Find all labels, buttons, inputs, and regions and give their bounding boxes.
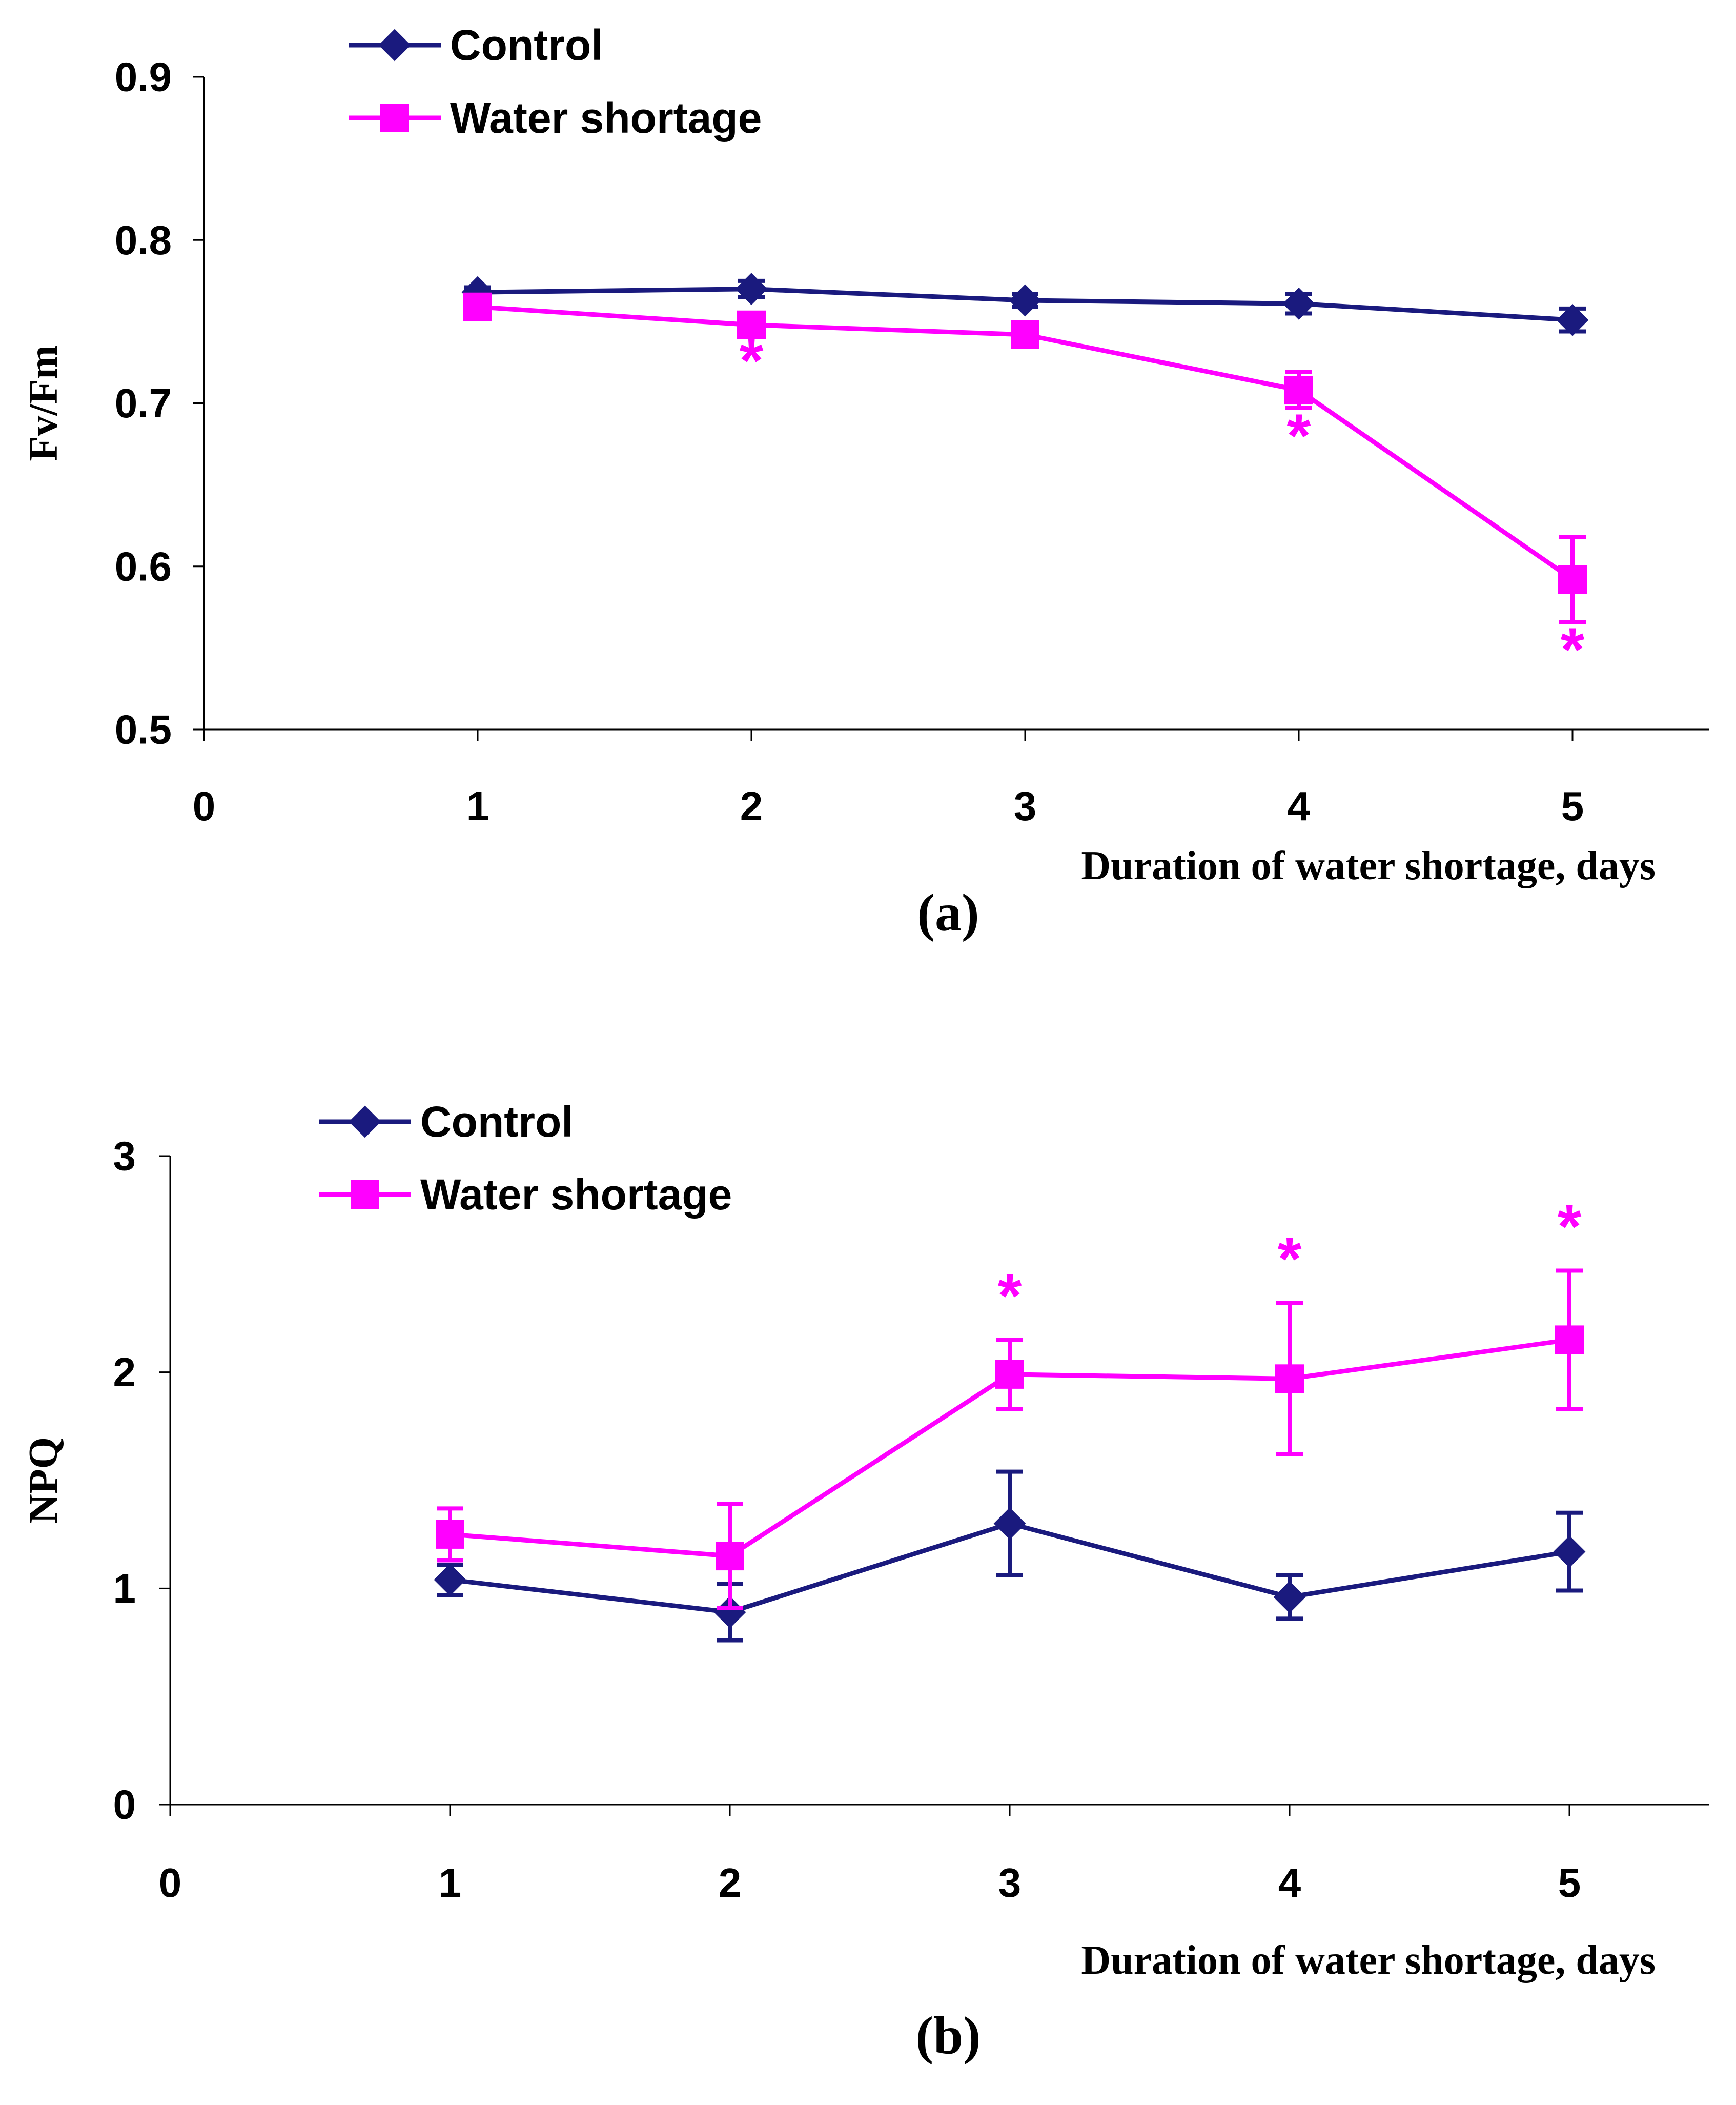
data-point-diamond	[1556, 303, 1589, 336]
x-tick-label: 0	[193, 783, 216, 829]
data-point-square	[995, 1360, 1024, 1389]
data-point-square	[1558, 565, 1587, 594]
data-point-diamond	[1282, 287, 1315, 320]
data-point-diamond	[434, 1564, 466, 1596]
y-axis-title: Fv/Fm	[21, 345, 66, 461]
x-axis-title: Duration of water shortage, days	[1081, 1938, 1656, 1983]
series-control	[461, 273, 1589, 336]
x-tick-label: 3	[1014, 783, 1037, 829]
legend-marker-square	[380, 104, 409, 132]
significance-asterisk: *	[1287, 401, 1311, 470]
legend-label: Water shortage	[420, 1170, 732, 1219]
x-tick-label: 2	[740, 783, 763, 829]
series-water-shortage: * * *	[436, 1192, 1584, 1610]
y-axis-title: NPQ	[21, 1437, 66, 1524]
x-tick-label: 1	[466, 783, 489, 829]
x-tick-label: 5	[1558, 1860, 1581, 1906]
legend-marker-square	[351, 1180, 379, 1209]
data-point-square	[1284, 376, 1313, 405]
panel-label: (a)	[917, 883, 979, 942]
significance-asterisk: *	[740, 327, 764, 395]
data-point-diamond	[735, 273, 768, 306]
chart-panel-a: 0.5 0.6 0.7 0.8 0.9 0 1 2 3 4 5 Duration of water s…	[21, 21, 1709, 942]
y-tick-label: 0.8	[115, 217, 172, 263]
significance-asterisk: *	[998, 1261, 1022, 1330]
legend-label: Control	[450, 21, 603, 69]
x-tick-label: 5	[1561, 783, 1584, 829]
significance-asterisk: *	[1278, 1225, 1302, 1293]
y-tick-label: 0.9	[115, 54, 172, 100]
legend-label: Control	[420, 1098, 574, 1146]
significance-asterisk: *	[1561, 615, 1585, 684]
data-point-square	[1555, 1325, 1584, 1354]
panel-label: (b)	[915, 2006, 981, 2065]
y-tick-label: 2	[113, 1349, 136, 1395]
data-point-square	[1275, 1364, 1304, 1393]
y-tick-label: 0.6	[115, 543, 172, 589]
data-point-square	[716, 1542, 744, 1571]
x-tick-label: 4	[1278, 1860, 1301, 1906]
y-tick-label: 1	[113, 1566, 136, 1611]
data-point-diamond	[993, 1507, 1026, 1540]
data-point-diamond	[1553, 1535, 1586, 1568]
x-tick-label: 4	[1288, 783, 1311, 829]
legend-marker-diamond	[349, 1105, 381, 1138]
data-point-square	[463, 292, 492, 321]
legend-label: Water shortage	[450, 94, 762, 142]
data-point-square	[1011, 320, 1039, 349]
y-tick-label: 3	[113, 1134, 136, 1179]
data-point-square	[737, 310, 766, 339]
x-tick-label: 2	[719, 1860, 742, 1906]
legend: Control Water shortage	[349, 21, 762, 142]
y-tick-label: 0	[113, 1782, 136, 1828]
significance-asterisk: *	[1558, 1192, 1582, 1261]
y-tick-label: 0.7	[115, 380, 172, 426]
legend: Control Water shortage	[319, 1098, 732, 1219]
legend-marker-diamond	[378, 29, 411, 62]
x-tick-label: 3	[998, 1860, 1022, 1906]
x-tick-label: 0	[159, 1860, 182, 1906]
x-tick-label: 1	[439, 1860, 462, 1906]
data-point-diamond	[1273, 1581, 1306, 1613]
x-axis-title: Duration of water shortage, days	[1081, 843, 1656, 888]
data-point-diamond	[1009, 284, 1041, 317]
data-point-square	[436, 1520, 464, 1549]
series-control	[434, 1469, 1586, 1643]
series-water-shortage: * * *	[463, 292, 1587, 684]
chart-panel-b: 0 1 2 3 0 1 2 3 4 5 Duration of water shortage, da…	[21, 1098, 1709, 2065]
y-tick-label: 0.5	[115, 707, 172, 753]
